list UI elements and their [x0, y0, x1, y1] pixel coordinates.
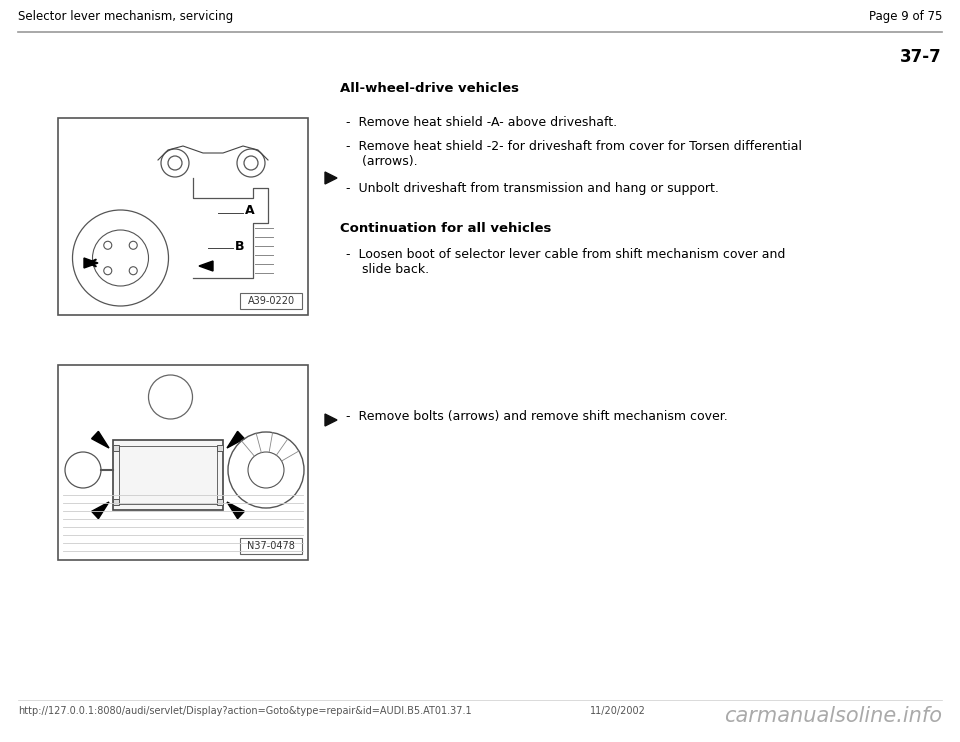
Text: -  Loosen boot of selector lever cable from shift mechanism cover and
    slide : - Loosen boot of selector lever cable fr…: [346, 248, 785, 276]
Text: 37-7: 37-7: [900, 48, 942, 66]
Text: A: A: [245, 205, 254, 217]
Text: Selector lever mechanism, servicing: Selector lever mechanism, servicing: [18, 10, 233, 23]
Bar: [119, 446, 217, 504]
Text: All-wheel-drive vehicles: All-wheel-drive vehicles: [340, 82, 519, 95]
Polygon shape: [227, 502, 245, 519]
Polygon shape: [325, 172, 337, 184]
Text: A39-0220: A39-0220: [248, 296, 295, 306]
Text: carmanualsoline.info: carmanualsoline.info: [724, 706, 942, 726]
Text: Page 9 of 75: Page 9 of 75: [869, 10, 942, 23]
Text: N37-0478: N37-0478: [247, 541, 295, 551]
Text: -  Remove heat shield -A- above driveshaft.: - Remove heat shield -A- above driveshaf…: [346, 116, 617, 129]
Text: Continuation for all vehicles: Continuation for all vehicles: [340, 222, 551, 235]
Text: -  Remove bolts (arrows) and remove shift mechanism cover.: - Remove bolts (arrows) and remove shift…: [346, 410, 728, 423]
Polygon shape: [91, 431, 109, 448]
Bar: [113, 440, 223, 510]
Bar: [58, 365, 308, 560]
Bar: [240, 293, 302, 309]
Bar: [217, 499, 223, 505]
Text: B: B: [235, 240, 245, 252]
Polygon shape: [84, 258, 98, 268]
Text: -  Unbolt driveshaft from transmission and hang or support.: - Unbolt driveshaft from transmission an…: [346, 182, 719, 195]
Bar: [240, 538, 302, 554]
Polygon shape: [91, 502, 109, 519]
Text: -  Remove heat shield -2- for driveshaft from cover for Torsen differential
    : - Remove heat shield -2- for driveshaft …: [346, 140, 802, 168]
Text: http://127.0.0.1:8080/audi/servlet/Display?action=Goto&type=repair&id=AUDI.B5.AT: http://127.0.0.1:8080/audi/servlet/Displ…: [18, 706, 471, 716]
Polygon shape: [199, 261, 213, 271]
Bar: [113, 445, 119, 451]
Bar: [58, 118, 308, 315]
Polygon shape: [325, 414, 337, 426]
Bar: [113, 499, 119, 505]
Polygon shape: [227, 431, 245, 448]
Text: 11/20/2002: 11/20/2002: [590, 706, 646, 716]
Bar: [217, 445, 223, 451]
